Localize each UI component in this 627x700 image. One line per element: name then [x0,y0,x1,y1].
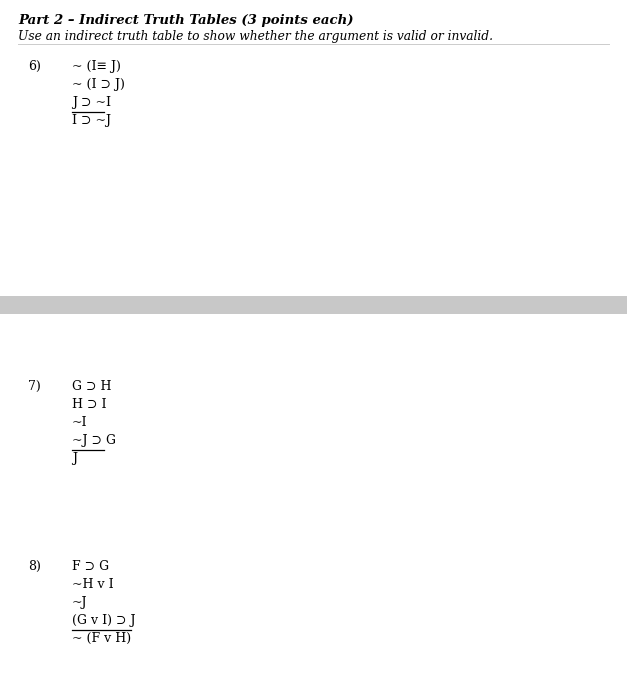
Text: 8): 8) [28,560,41,573]
Text: G ⊃ H: G ⊃ H [72,380,112,393]
Text: (G v I) ⊃ J: (G v I) ⊃ J [72,614,135,627]
Text: Use an indirect truth table to show whether the argument is valid or invalid.: Use an indirect truth table to show whet… [18,30,493,43]
Text: F ⊃ G: F ⊃ G [72,560,109,573]
Text: 6): 6) [28,60,41,73]
Text: 7): 7) [28,380,41,393]
Text: ~J: ~J [72,596,88,609]
Text: Part 2 – Indirect Truth Tables (3 points each): Part 2 – Indirect Truth Tables (3 points… [18,14,354,27]
Text: H ⊃ I: H ⊃ I [72,398,107,411]
Bar [0,296,627,314]
Text: ~ (F v H): ~ (F v H) [72,632,131,645]
Text: J ⊃ ~I: J ⊃ ~I [72,96,111,109]
Text: ~ (I ⊃ J): ~ (I ⊃ J) [72,78,125,91]
Text: ~J ⊃ G: ~J ⊃ G [72,434,116,447]
Text: J: J [72,452,77,465]
Text: ~I: ~I [72,416,88,429]
Text: I ⊃ ~J: I ⊃ ~J [72,114,111,127]
Text: ~ (I≡ J): ~ (I≡ J) [72,60,121,73]
Text: ~H v I: ~H v I [72,578,113,591]
